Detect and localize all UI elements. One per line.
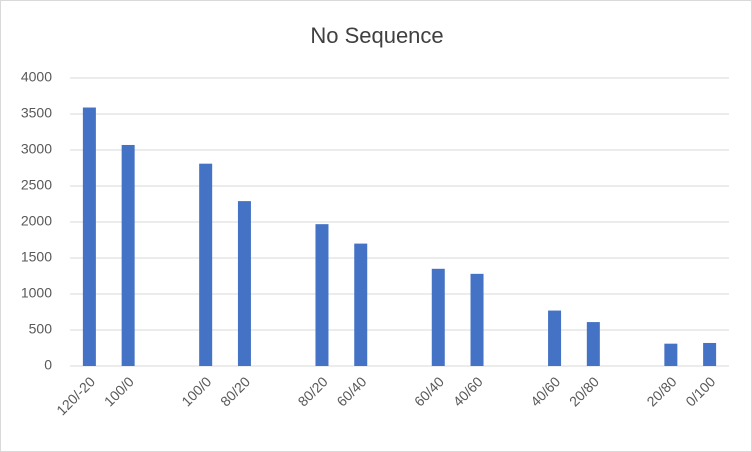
- bar: [586, 322, 600, 366]
- y-tick-label: 500: [29, 321, 53, 337]
- chart-title: No Sequence: [310, 23, 443, 48]
- bar: [82, 107, 96, 367]
- y-tick-label: 3000: [21, 141, 52, 157]
- bar: [237, 201, 251, 366]
- bar: [548, 310, 562, 366]
- y-tick-label: 1000: [21, 285, 52, 301]
- y-tick-label: 4000: [21, 69, 52, 85]
- y-tick-label: 3500: [21, 105, 52, 121]
- y-tick-label: 1500: [21, 249, 52, 265]
- y-tick-label: 2500: [21, 177, 52, 193]
- bar: [703, 342, 717, 366]
- bar: [664, 343, 678, 366]
- bar: [121, 144, 135, 366]
- bar: [199, 163, 213, 366]
- bar: [431, 268, 445, 366]
- bar: [470, 273, 484, 366]
- y-tick-label: 2000: [21, 213, 52, 229]
- bar: [354, 243, 368, 366]
- bar: [315, 224, 329, 366]
- y-tick-label: 0: [44, 357, 52, 373]
